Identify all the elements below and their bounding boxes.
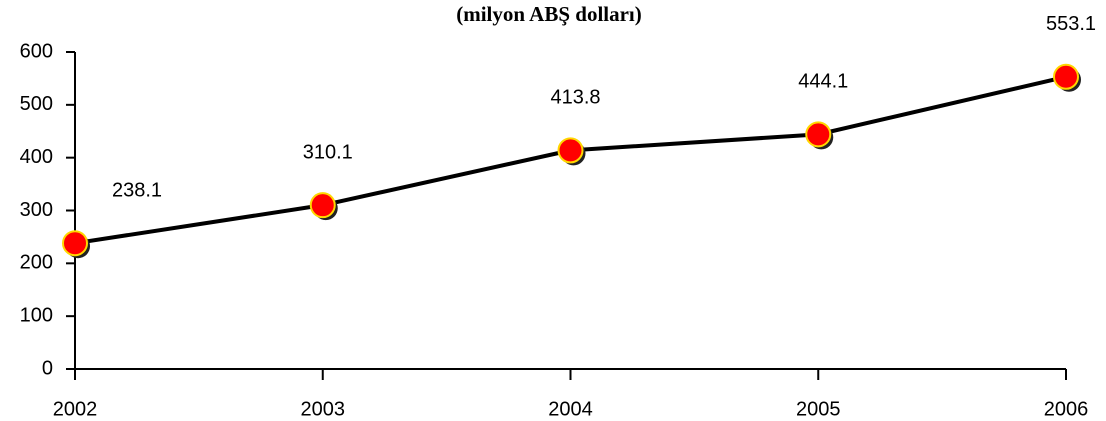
y-tick-label: 100 xyxy=(20,304,53,326)
marker xyxy=(557,137,584,164)
x-tick-label: 2005 xyxy=(796,398,841,420)
x-tick-label: 2003 xyxy=(301,398,346,420)
y-tick-label: 0 xyxy=(42,357,53,379)
x-tick-label: 2006 xyxy=(1044,398,1089,420)
y-tick-label: 500 xyxy=(20,93,53,115)
marker xyxy=(805,121,832,148)
chart-subtitle: (milyon ABŞ dolları) xyxy=(456,2,642,26)
data-label: 310.1 xyxy=(303,141,353,163)
marker xyxy=(309,192,336,219)
y-tick-label: 300 xyxy=(20,199,53,221)
marker xyxy=(1053,63,1079,90)
data-label: 444.1 xyxy=(798,71,848,93)
x-tick-label: 2004 xyxy=(548,398,593,420)
marker xyxy=(62,230,88,257)
y-tick-label: 200 xyxy=(20,252,53,274)
data-label: 413.8 xyxy=(550,87,600,109)
data-label: 238.1 xyxy=(112,179,162,201)
y-tick-label: 400 xyxy=(20,146,53,168)
x-tick-label: 2002 xyxy=(53,398,98,420)
y-tick-label: 600 xyxy=(20,40,53,62)
data-label: 553.1 xyxy=(1046,13,1096,35)
